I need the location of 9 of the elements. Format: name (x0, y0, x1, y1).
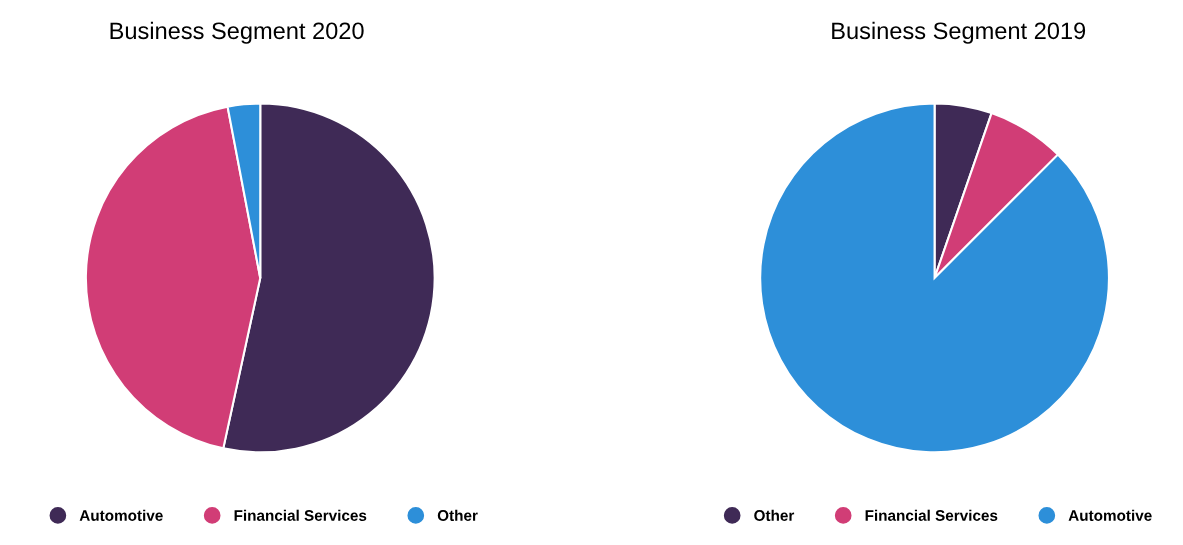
legend-label: Automotive (79, 509, 163, 521)
chart-title: Business Segment 2020 (110, 21, 364, 44)
pie-slice (759, 102, 1110, 454)
legend-label: Other (754, 509, 795, 521)
legend-label: Financial Services (865, 509, 998, 521)
legend-label: Financial Services (234, 509, 367, 521)
chart-title: Business Segment 2019 (832, 21, 1086, 44)
legend-label: Other (437, 509, 478, 521)
legend-label: Automotive (1068, 509, 1152, 521)
